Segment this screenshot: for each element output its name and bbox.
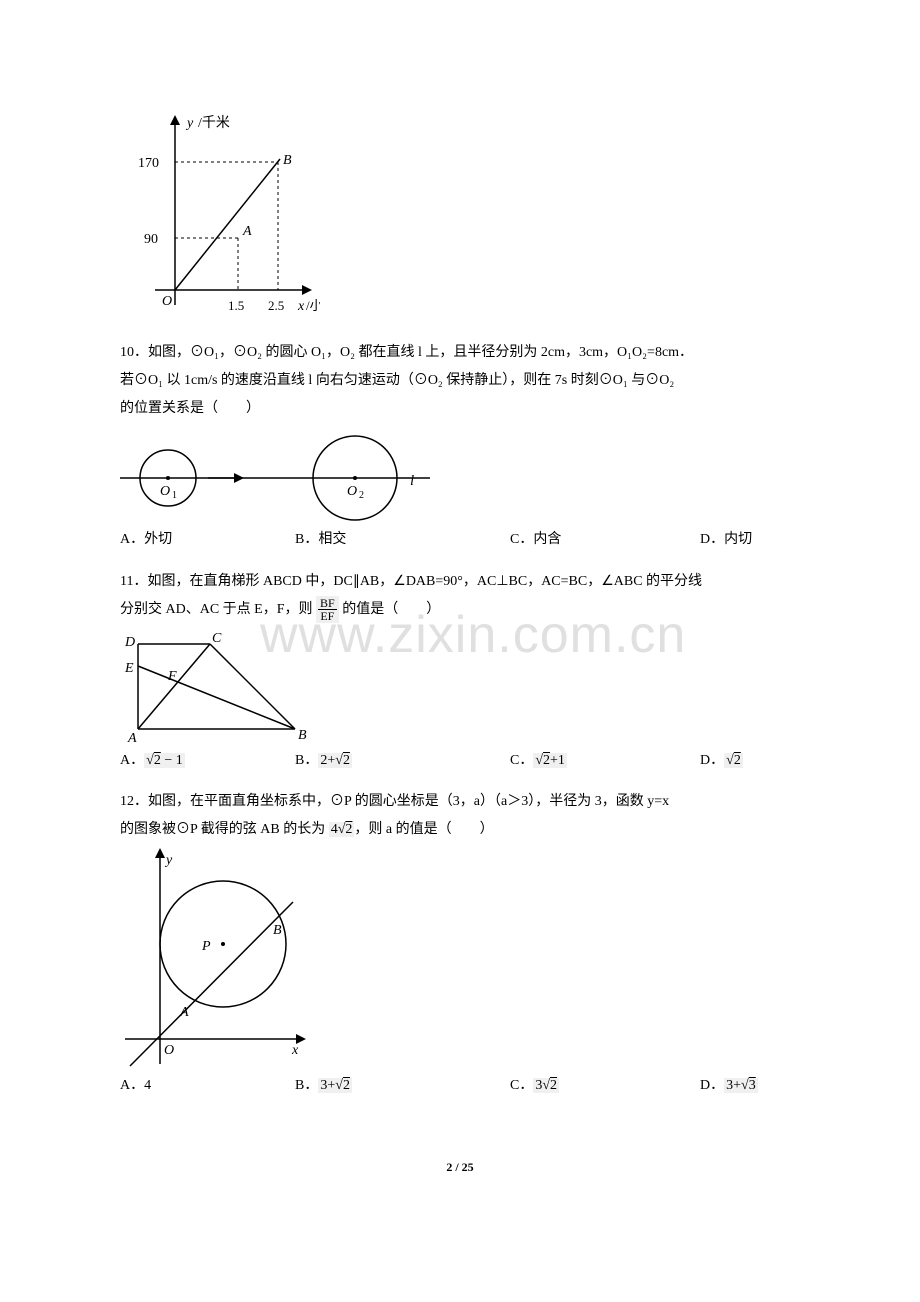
- q12-opt-d: D．3+√3: [700, 1073, 800, 1100]
- q12-opt-c: C．3√2: [510, 1073, 700, 1100]
- svg-text:O: O: [164, 1043, 174, 1058]
- svg-text:B: B: [283, 153, 292, 168]
- q12-opt-a: A．4: [120, 1073, 295, 1100]
- svg-text:A: A: [179, 1005, 189, 1020]
- q9-figure-block: y /千米 x /小时 O 90 170 1.5 2.5 A B: [120, 110, 800, 325]
- q11-options: A．√2 − 1 B．2+√2 C．√2+1 D．√2: [120, 748, 800, 775]
- page-footer: 2 / 25: [120, 1160, 800, 1175]
- svg-text:O: O: [160, 484, 170, 499]
- q10-opt-b: B．相交: [295, 527, 510, 554]
- svg-text:1.5: 1.5: [228, 298, 244, 313]
- svg-text:E: E: [124, 661, 134, 676]
- q11-opt-b-pre: B．: [295, 753, 318, 768]
- svg-text:x: x: [297, 299, 305, 314]
- svg-text:2: 2: [359, 490, 364, 501]
- svg-text:1: 1: [172, 490, 177, 501]
- q10-line3: 的位置关系是（ ）: [120, 395, 800, 423]
- q11-opt-a-pre: A．: [120, 753, 144, 768]
- q11-opt-d-pre: D．: [700, 753, 724, 768]
- q11-opt-b: B．2+√2: [295, 748, 510, 775]
- q10-opt-c: C．内含: [510, 527, 700, 554]
- svg-text:l: l: [410, 473, 414, 489]
- svg-text:170: 170: [138, 156, 159, 171]
- q10-options: A．外切 B．相交 C．内含 D．内切: [120, 527, 800, 554]
- q12-opt-b-pre: B．: [295, 1078, 318, 1093]
- q11-fraction: BF EF: [316, 596, 339, 623]
- svg-text:A: A: [242, 224, 252, 239]
- q12-opt-d-expr: 3+√3: [724, 1078, 758, 1093]
- svg-text:O: O: [347, 484, 357, 499]
- content: y /千米 x /小时 O 90 170 1.5 2.5 A B 10．如图，⊙…: [120, 110, 800, 1175]
- svg-text:B: B: [298, 728, 307, 743]
- q11-line2: 分别交 AD、AC 于点 E，F，则 BF EF 的值是（ ）: [120, 596, 800, 624]
- q12-block: 12．如图，在平面直角坐标系中，⊙P 的圆心坐标是（3，a）（a＞3），半径为 …: [120, 788, 800, 1100]
- q11-after-frac: 的值是（ ）: [342, 602, 440, 617]
- svg-text:B: B: [273, 923, 282, 938]
- q10-line2: 若⊙O₁ 以 1cm/s 的速度沿直线 l 向右匀速运动（⊙O₂ 保持静止），则…: [120, 367, 800, 395]
- svg-text:C: C: [212, 631, 222, 646]
- q12-after-expr: ，则 a 的值是（ ）: [354, 822, 493, 837]
- q11-opt-d: D．√2: [700, 748, 800, 775]
- fig-q10: O 1 O 2 l: [120, 423, 440, 523]
- q11-block: 11．如图，在直角梯形 ABCD 中，DC∥AB，∠DAB=90°，AC⊥BC，…: [120, 568, 800, 775]
- fig-q12: P A B O x y: [120, 844, 320, 1069]
- q12-opt-d-pre: D．: [700, 1078, 724, 1093]
- q11-opt-c: C．√2+1: [510, 748, 700, 775]
- q12-opt-c-expr: 3√2: [533, 1078, 559, 1093]
- svg-text:x: x: [291, 1043, 299, 1058]
- fig-q9: y /千米 x /小时 O 90 170 1.5 2.5 A B: [120, 110, 320, 325]
- svg-text:2.5: 2.5: [268, 298, 284, 313]
- q12-4root2: 4√2: [329, 822, 355, 837]
- q12-opt-c-pre: C．: [510, 1078, 533, 1093]
- q12-opt-b-expr: 3+√2: [318, 1078, 352, 1093]
- q10-opt-d: D．内切: [700, 527, 800, 554]
- q11-opt-a-expr: √2 − 1: [144, 753, 185, 768]
- svg-text:y: y: [164, 853, 173, 868]
- q11-opt-a: A．√2 − 1: [120, 748, 295, 775]
- svg-text:/小时: /小时: [306, 298, 320, 313]
- svg-text:90: 90: [144, 232, 158, 247]
- q11-frac-bot: EF: [318, 610, 337, 622]
- q12-options: A．4 B．3+√2 C．3√2 D．3+√3: [120, 1073, 800, 1100]
- svg-text:P: P: [201, 939, 211, 954]
- svg-text:D: D: [124, 635, 135, 650]
- svg-text:y: y: [185, 116, 194, 131]
- svg-text:O: O: [162, 294, 172, 309]
- q11-opt-d-expr: √2: [724, 753, 743, 768]
- fig-q11: D C E F A B: [120, 624, 320, 744]
- svg-text:A: A: [127, 731, 137, 744]
- q11-frac-top: BF: [318, 597, 337, 610]
- q12-line2: 的图象被⊙P 截得的弦 AB 的长为 4√2，则 a 的值是（ ）: [120, 816, 800, 844]
- q12-before-expr: 的图象被⊙P 截得的弦 AB 的长为: [120, 822, 325, 837]
- svg-text:F: F: [167, 669, 177, 684]
- q10-line1: 10．如图，⊙O₁，⊙O₂ 的圆心 O₁，O₂ 都在直线 l 上，且半径分别为 …: [120, 339, 800, 367]
- q11-before-frac: 分别交 AD、AC 于点 E，F，则: [120, 602, 313, 617]
- q11-opt-c-pre: C．: [510, 753, 533, 768]
- q11-opt-c-expr: √2+1: [533, 753, 567, 768]
- q12-line1: 12．如图，在平面直角坐标系中，⊙P 的圆心坐标是（3，a）（a＞3），半径为 …: [120, 788, 800, 816]
- q11-line1: 11．如图，在直角梯形 ABCD 中，DC∥AB，∠DAB=90°，AC⊥BC，…: [120, 568, 800, 596]
- svg-text:/千米: /千米: [198, 115, 230, 131]
- q10-opt-a: A．外切: [120, 527, 295, 554]
- q12-opt-b: B．3+√2: [295, 1073, 510, 1100]
- q11-opt-b-expr: 2+√2: [318, 753, 352, 768]
- q10-block: 10．如图，⊙O₁，⊙O₂ 的圆心 O₁，O₂ 都在直线 l 上，且半径分别为 …: [120, 339, 800, 554]
